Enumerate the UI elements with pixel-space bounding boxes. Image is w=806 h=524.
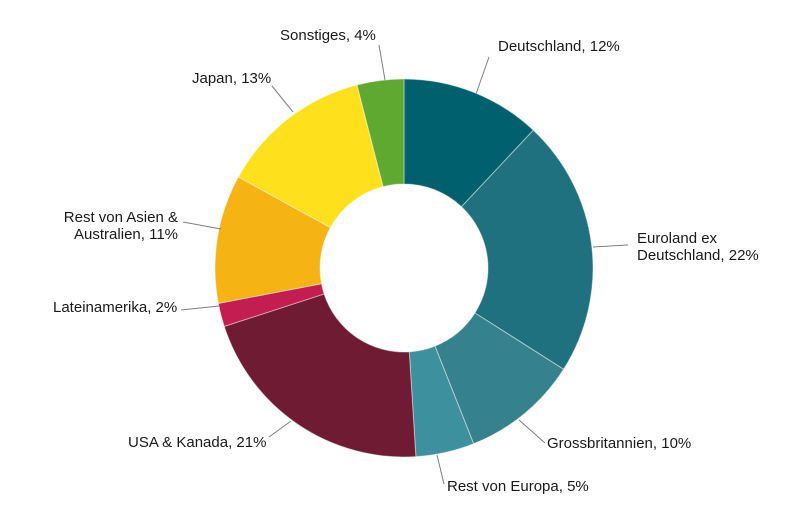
slice-deutschland [403, 78, 535, 208]
slice-sonstiges [356, 78, 405, 188]
slice-label-lateinamerika: Lateinamerika, 2% [53, 299, 178, 316]
slice-label-rest-von-asien-australien: Rest von Asien & Australien, 11% [63, 209, 178, 243]
slice-label-sonstiges: Sonstiges, 4% [280, 27, 376, 44]
leader-line-sonstiges [378, 44, 386, 81]
slice-usa-kanada [223, 293, 417, 458]
slice-label-usa-kanada: USA & Kanada, 21% [128, 434, 267, 451]
leader-line-usa-kanada [268, 420, 292, 438]
slice-grossbritannien [434, 312, 565, 445]
slice-label-rest-von-europa: Rest von Europa, 5% [447, 478, 589, 495]
leader-line-euroland-ex-deutschland [592, 244, 629, 248]
slice-euroland-ex-deutschland [460, 129, 594, 370]
leader-line-grossbritannien [518, 419, 546, 444]
slice-label-deutschland: Deutschland, 12% [498, 38, 620, 55]
slice-label-euroland-ex-deutschland: Euroland ex Deutschland, 22% [637, 230, 759, 264]
leader-line-rest-von-europa [436, 454, 445, 485]
slice-label-japan: Japan, 13% [192, 70, 272, 87]
leader-line-lateinamerika [180, 305, 220, 311]
slice-rest-von-asien-australien [214, 176, 332, 305]
leader-line-japan [271, 85, 294, 113]
slice-japan [237, 84, 384, 229]
leader-line-deutschland [475, 56, 490, 95]
slice-label-grossbritannien: Grossbritannien, 10% [547, 435, 692, 452]
leader-line-rest-von-asien-australien [182, 221, 222, 230]
